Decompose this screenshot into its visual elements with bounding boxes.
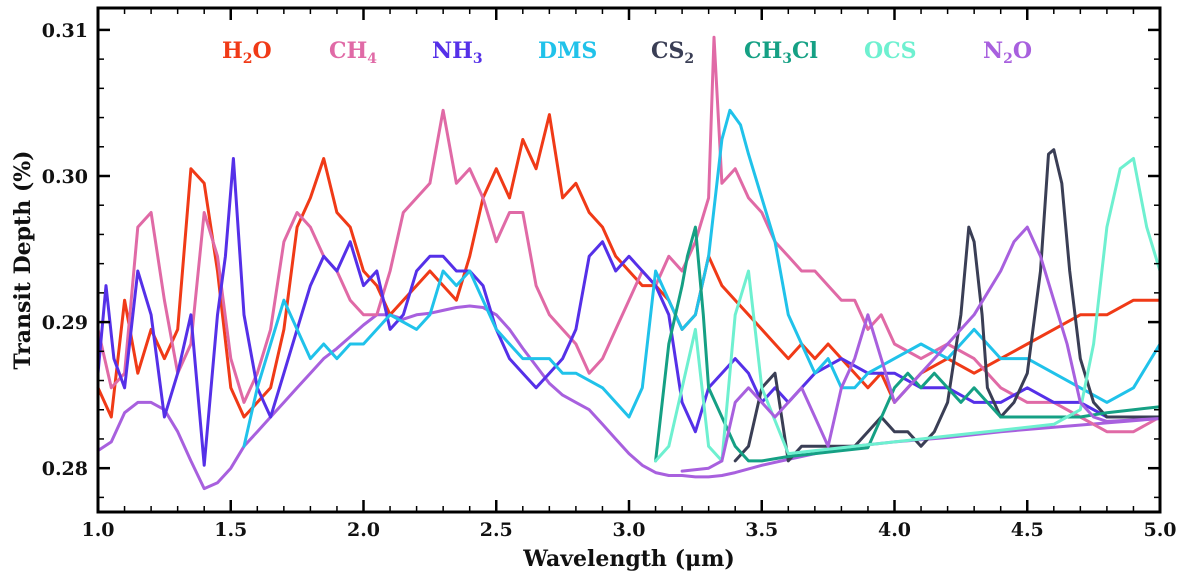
legend-item-ch3cl: CH3Cl	[744, 38, 818, 67]
series-line-cs2	[733, 148, 1162, 463]
x-axis-label: Wavelength (μm)	[522, 546, 735, 572]
axis-ticks: 1.0 1.5 2.0 2.5 3.0 3.5 4.0 4.5 5.0 0.28 0.29 0.30 0…	[42, 8, 1177, 541]
legend-item-cs2: CS2	[651, 38, 694, 67]
x-tick-label: 3.5	[745, 519, 778, 541]
legend-item-nh3: NH3	[432, 38, 483, 67]
y-tick-label: 0.30	[42, 166, 88, 188]
y-tick-label: 0.29	[42, 312, 88, 334]
x-tick-label: 4.5	[1011, 519, 1044, 541]
y-tick-label: 0.28	[42, 458, 88, 480]
legend-item-ch4: CH4	[329, 38, 377, 67]
x-tick-label: 3.0	[612, 519, 645, 541]
legend-item-dms: DMS	[538, 38, 597, 64]
x-tick-label: 2.5	[480, 519, 513, 541]
legend-item-n2o: N2O	[983, 38, 1032, 67]
series-line-ocs	[654, 157, 1162, 463]
series-lines	[96, 35, 1162, 491]
legend-item-ocs: OCS	[864, 38, 917, 64]
plot-frame	[96, 6, 1162, 514]
x-tick-label: 1.5	[214, 519, 247, 541]
series-line-baseline	[96, 304, 1162, 491]
legend: H2O CH4 NH3 DMS CS2 CH3Cl OCS N2O	[222, 38, 1032, 67]
series-line-ch3cl	[654, 225, 1162, 463]
series-line-dms	[242, 108, 1162, 448]
y-tick-label: 0.31	[42, 20, 88, 42]
x-tick-label: 2.0	[347, 519, 380, 541]
legend-item-h2o: H2O	[222, 38, 272, 67]
x-tick-label: 1.0	[81, 519, 114, 541]
series-line-nh3	[96, 157, 1162, 467]
series-line-n2o	[680, 225, 1162, 473]
x-tick-label: 5.0	[1143, 519, 1176, 541]
series-line-ch4	[96, 35, 1162, 434]
y-axis-label: Transit Depth (%)	[10, 150, 36, 369]
x-tick-label: 4.0	[878, 519, 911, 541]
